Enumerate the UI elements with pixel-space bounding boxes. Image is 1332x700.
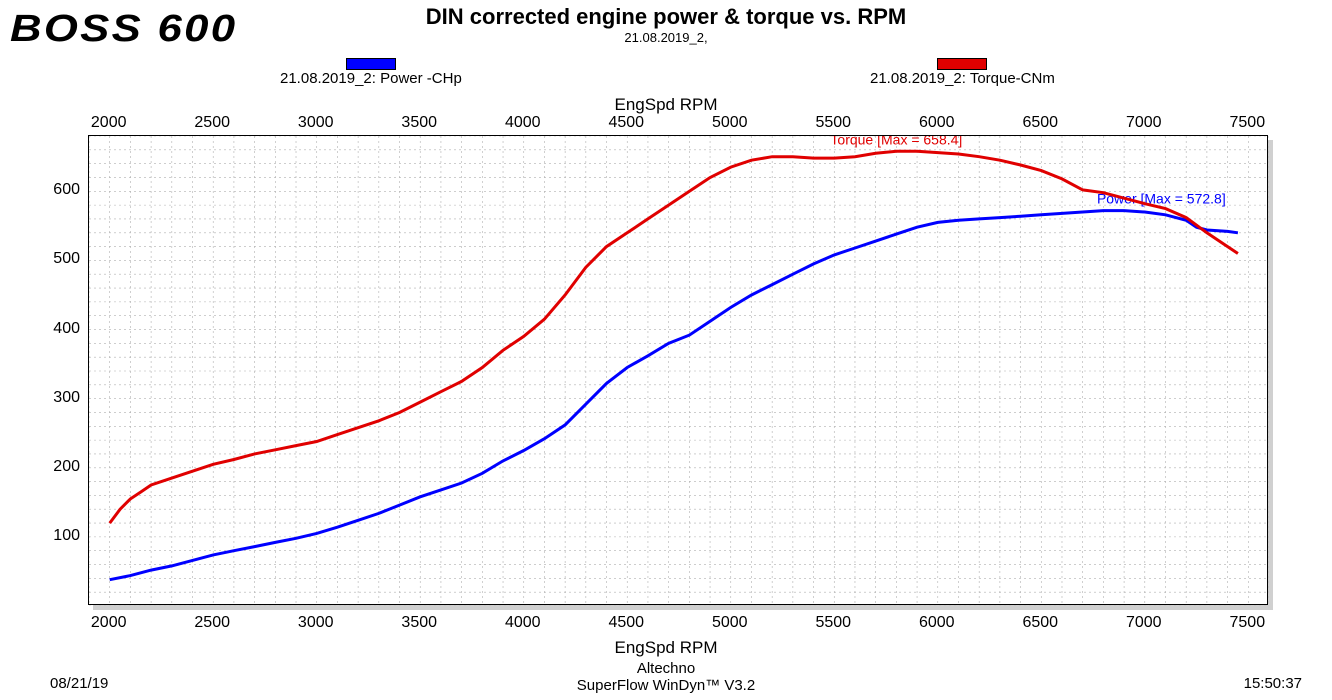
x-tick-label: 5500 <box>815 114 851 132</box>
legend-item-0: 21.08.2019_2: Power -CHp <box>280 58 462 87</box>
x-tick-label: 7500 <box>1230 114 1266 132</box>
legend-label: 21.08.2019_2: Power -CHp <box>280 70 462 87</box>
x-tick-label: 3500 <box>401 614 437 632</box>
x-tick-label: 6500 <box>1022 114 1058 132</box>
x-tick-label: 7000 <box>1126 114 1162 132</box>
x-tick-label: 3000 <box>298 114 334 132</box>
x-axis-title-bottom: EngSpd RPM <box>0 638 1332 658</box>
x-tick-label: 4000 <box>505 614 541 632</box>
series-line-1 <box>110 151 1238 523</box>
y-tick-label: 200 <box>53 458 80 476</box>
footer-software: Altechno SuperFlow WinDyn™ V3.2 <box>0 660 1332 695</box>
chart-svg: Power [Max = 572.8] Torque [Max = 658.4] <box>89 136 1269 606</box>
x-tick-label: 2500 <box>194 614 230 632</box>
x-tick-label: 5000 <box>712 114 748 132</box>
plot-background: Power [Max = 572.8] Torque [Max = 658.4] <box>88 135 1268 605</box>
x-tick-label: 4500 <box>608 114 644 132</box>
x-tick-label: 4000 <box>505 114 541 132</box>
chart-subtitle: 21.08.2019_2, <box>0 30 1332 45</box>
series-line-0 <box>110 211 1238 580</box>
x-tick-label: 3000 <box>298 614 334 632</box>
x-tick-label: 4500 <box>608 614 644 632</box>
page: BOSS 600 DIN corrected engine power & to… <box>0 0 1332 700</box>
x-tick-label: 6500 <box>1022 614 1058 632</box>
legend-label: 21.08.2019_2: Torque-CNm <box>870 70 1055 87</box>
x-tick-label: 3500 <box>401 114 437 132</box>
y-tick-label: 100 <box>53 527 80 545</box>
x-tick-label: 2000 <box>91 614 127 632</box>
x-tick-label: 5000 <box>712 614 748 632</box>
x-axis-title-top: EngSpd RPM <box>0 95 1332 115</box>
footer-version: SuperFlow WinDyn™ V3.2 <box>0 677 1332 694</box>
series-annotation-1: Torque [Max = 658.4] <box>830 136 962 147</box>
x-tick-label: 6000 <box>919 114 955 132</box>
x-tick-label: 5500 <box>815 614 851 632</box>
x-tick-label: 2500 <box>194 114 230 132</box>
y-tick-label: 300 <box>53 389 80 407</box>
legend-item-1: 21.08.2019_2: Torque-CNm <box>870 58 1055 87</box>
legend-swatch <box>346 58 396 70</box>
chart-title: DIN corrected engine power & torque vs. … <box>0 4 1332 30</box>
y-tick-label: 400 <box>53 320 80 338</box>
legend-swatch <box>937 58 987 70</box>
x-tick-label: 7500 <box>1230 614 1266 632</box>
series-annotation-0: Power [Max = 572.8] <box>1097 191 1226 207</box>
y-tick-label: 600 <box>53 181 80 199</box>
plot-area: Power [Max = 572.8] Torque [Max = 658.4] <box>88 135 1268 605</box>
x-tick-label: 6000 <box>919 614 955 632</box>
footer-company: Altechno <box>0 660 1332 677</box>
x-tick-label: 2000 <box>91 114 127 132</box>
footer-time: 15:50:37 <box>1244 675 1302 692</box>
x-tick-label: 7000 <box>1126 614 1162 632</box>
y-tick-label: 500 <box>53 250 80 268</box>
